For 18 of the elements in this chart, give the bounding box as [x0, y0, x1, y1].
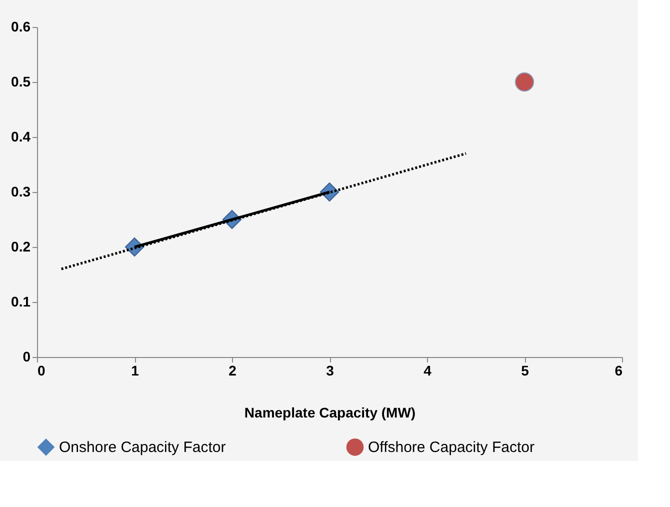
- x-tick-label: 4: [424, 362, 432, 378]
- y-tick-label: 0.2: [11, 238, 31, 254]
- x-tick-label: 2: [228, 362, 237, 378]
- y-tick-label: 0.3: [11, 184, 31, 200]
- x-axis-title: Nameplate Capacity (MW): [244, 404, 416, 420]
- y-tick-label: 0.4: [11, 128, 31, 144]
- y-tick-label: 0.5: [11, 74, 31, 90]
- x-tick-label: 1: [131, 362, 140, 378]
- legend-label: Onshore Capacity Factor: [59, 439, 226, 456]
- x-tick-label: 5: [521, 362, 530, 378]
- x-tick-label: 6: [614, 362, 623, 378]
- y-tick-label: 0: [22, 348, 31, 364]
- x-tick-label: 3: [326, 362, 334, 378]
- point: [514, 72, 534, 92]
- y-tick-label: 0.1: [11, 294, 31, 310]
- y-tick-label: 0.6: [11, 18, 31, 34]
- x-tick-label: 0: [38, 362, 46, 378]
- legend-label: Offshore Capacity Factor: [368, 439, 534, 456]
